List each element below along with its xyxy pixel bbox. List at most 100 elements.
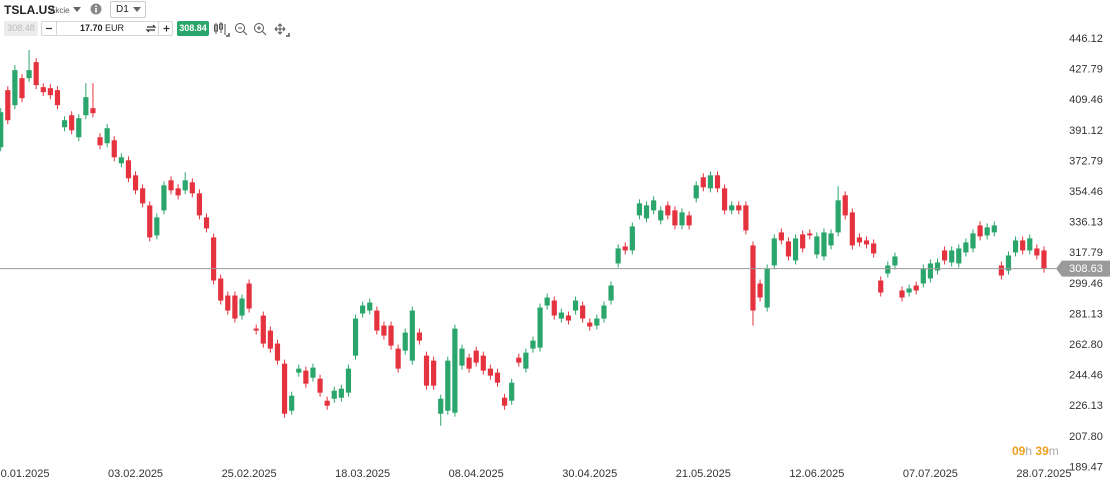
volume-amount[interactable]: 17.70 EUR	[60, 22, 144, 35]
x-tick-label: 18.03.2025	[335, 468, 390, 480]
candle-body	[963, 242, 969, 253]
candle-body	[736, 205, 742, 211]
candle-body	[934, 262, 941, 271]
candle-body	[381, 325, 387, 336]
candle-body	[821, 232, 827, 257]
info-icon[interactable]	[90, 3, 102, 15]
candle-body	[140, 188, 146, 204]
candle-body	[863, 240, 870, 245]
candle-countdown: 09h 39m	[1012, 443, 1059, 459]
candle-body	[154, 217, 160, 236]
candle-body	[807, 233, 813, 236]
y-tick-label: 427.79	[1069, 64, 1103, 76]
candle-body	[658, 210, 664, 221]
axes: 189.47 207.80 226.13 244.46 262.80 281.13 299.…	[0, 33, 1110, 480]
candle-body	[558, 312, 564, 319]
candle-body	[899, 290, 905, 298]
candle-body	[693, 185, 699, 199]
buy-button[interactable]: 308.84	[177, 21, 209, 36]
candle-body	[473, 350, 479, 363]
minutes: 39	[1035, 444, 1049, 458]
y-tick-label: 299.46	[1069, 278, 1103, 290]
candle-body	[970, 233, 976, 249]
hours-unit: h	[1025, 444, 1033, 458]
pan-tool[interactable]	[274, 23, 290, 37]
candle-body	[47, 88, 53, 96]
candle-body	[771, 238, 777, 266]
x-tick-label: 12.06.2025	[789, 468, 844, 480]
candle-body	[679, 212, 685, 226]
y-tick-label: 372.79	[1069, 155, 1103, 167]
candle-body	[54, 90, 61, 106]
candle-body	[494, 372, 501, 383]
candle-body	[871, 243, 877, 254]
candle-body	[409, 310, 415, 361]
zoom-in-tool[interactable]	[254, 23, 267, 36]
y-tick-label: 317.79	[1069, 247, 1103, 259]
volume: 17.70	[79, 23, 103, 33]
candle-body	[438, 398, 444, 414]
candle-body	[523, 352, 529, 369]
swap-button[interactable]	[144, 22, 158, 35]
candle-body	[565, 315, 572, 321]
chart-type-tool[interactable]	[214, 22, 230, 37]
candle-body	[714, 175, 721, 189]
candle-body	[615, 248, 621, 264]
x-tick-label: 28.07.2025	[1016, 468, 1071, 480]
candle-body	[402, 332, 408, 351]
y-tick-label: 281.13	[1069, 308, 1103, 320]
decrease-button[interactable]	[42, 22, 57, 35]
candle-body	[161, 185, 167, 211]
candle-body	[792, 238, 799, 261]
candle-body	[729, 205, 735, 211]
candle-body	[842, 195, 848, 216]
candle-body	[1041, 250, 1047, 269]
candle-body	[395, 348, 401, 369]
y-tick-label: 262.80	[1069, 339, 1103, 351]
candle-body	[33, 62, 39, 86]
candle-body	[480, 355, 486, 371]
candle-body	[352, 318, 359, 356]
symbol-dropdown[interactable]	[72, 4, 82, 14]
y-tick-label: 244.46	[1069, 370, 1103, 382]
candle-body	[69, 115, 75, 131]
chart-tools	[214, 22, 290, 37]
candle-body	[608, 285, 614, 301]
candle-body	[516, 357, 522, 363]
candle-body	[984, 227, 990, 236]
candle-body	[594, 318, 600, 326]
candle-body	[338, 388, 344, 398]
sell-button[interactable]: 308.48	[4, 21, 38, 36]
candle-body	[913, 285, 919, 291]
candle-body	[175, 188, 181, 196]
symbol[interactable]: TSLA.US	[4, 3, 56, 17]
candle-body	[487, 368, 493, 376]
candle-body	[83, 97, 89, 116]
candle-body	[622, 246, 628, 251]
y-tick-label: 391.12	[1069, 125, 1103, 137]
candle-body	[580, 305, 586, 319]
candle-body	[260, 315, 266, 344]
zoom-out-tool[interactable]	[235, 23, 248, 36]
candle-body	[61, 120, 68, 128]
minutes-unit: m	[1048, 444, 1059, 458]
candle-body	[977, 225, 983, 237]
hours: 09	[1012, 444, 1026, 458]
candle-body	[367, 302, 373, 311]
candle-body	[40, 87, 46, 93]
x-tick-label: 03.02.2025	[108, 468, 163, 480]
x-tick-label: 30.04.2025	[562, 468, 617, 480]
y-tick-label: 354.46	[1069, 186, 1103, 198]
timeframe-select[interactable]: D1	[110, 1, 146, 18]
candle-body	[189, 182, 195, 194]
candle-body	[1027, 238, 1033, 251]
candle-body	[629, 226, 635, 251]
candle-body	[920, 268, 926, 284]
candle-body	[537, 307, 543, 348]
candle-body	[345, 368, 352, 393]
candle-body	[1020, 240, 1026, 251]
last-price-tag	[1056, 260, 1110, 277]
candle-body	[445, 360, 451, 411]
candle-body	[289, 395, 295, 411]
increase-button[interactable]	[158, 22, 174, 35]
